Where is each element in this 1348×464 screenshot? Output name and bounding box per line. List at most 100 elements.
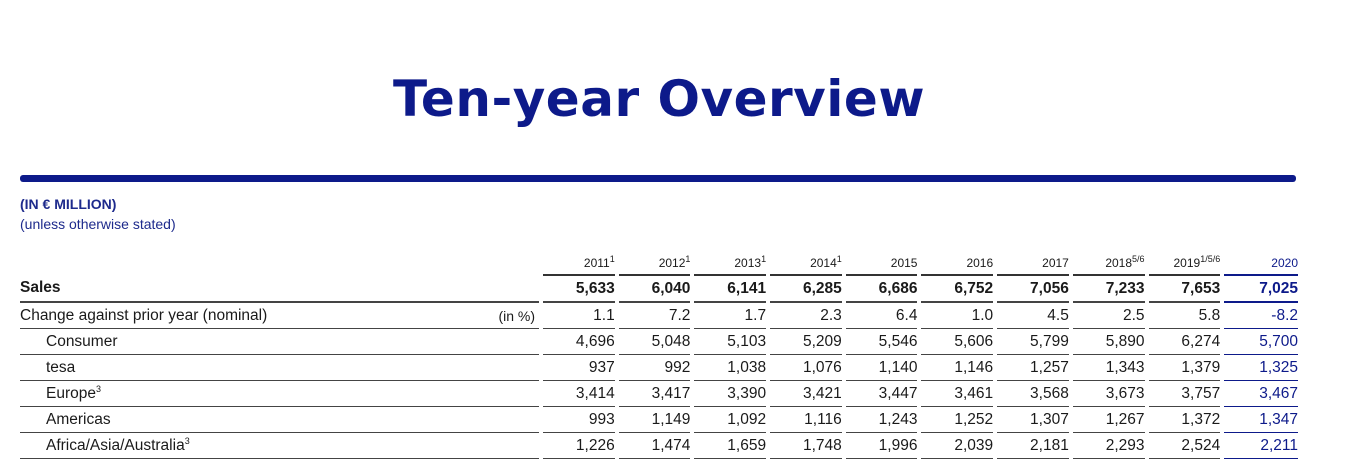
year-header: 2017: [993, 250, 1071, 276]
table-cell: 1.0: [917, 302, 996, 329]
year-header: 2015: [841, 250, 920, 276]
table-cell: 1,996: [841, 432, 920, 459]
table-cell: 2.5: [1068, 302, 1147, 329]
year-header: 20121: [614, 250, 693, 276]
table-cell: 993: [539, 406, 617, 433]
table-cell: 7,025: [1220, 275, 1298, 303]
table-row: Africa/Asia/Australia3 1,226 1,474 1,659 1,7…: [20, 432, 1298, 459]
year-header: 20191/5/6: [1144, 250, 1223, 276]
row-unit: [465, 354, 542, 381]
row-unit: [465, 380, 542, 407]
table-cell: 2,293: [1068, 432, 1147, 459]
page-title: Ten-year Overview: [392, 70, 926, 128]
table-cell: 5,606: [917, 328, 996, 355]
table-cell: 5,700: [1220, 328, 1298, 355]
table-cell: 6,040: [614, 275, 693, 303]
table-cell: 3,390: [690, 380, 769, 407]
table-cell: 1,226: [539, 432, 617, 459]
table-cell: 2,524: [1144, 432, 1223, 459]
year-header: 20185/6: [1068, 250, 1147, 276]
unit-note: (unless otherwise stated): [20, 216, 176, 232]
table-cell: 2,181: [993, 432, 1071, 459]
table-cell: 1,474: [614, 432, 693, 459]
table-cell: 992: [614, 354, 693, 381]
table-cell: 937: [539, 354, 617, 381]
row-unit: (in %): [465, 302, 542, 329]
table-cell: 1,243: [841, 406, 920, 433]
table-cell: 3,447: [841, 380, 920, 407]
table-cell: 5,890: [1068, 328, 1147, 355]
table-cell: 1,379: [1144, 354, 1223, 381]
table-cell: 1.1: [539, 302, 617, 329]
table-cell: 1,038: [690, 354, 769, 381]
row-label: Sales: [20, 275, 466, 303]
ten-year-overview-table: 20111 20121 20131 20141 2015 2016 2017 20185/6 2…: [20, 250, 1298, 459]
row-label: Consumer: [20, 328, 466, 355]
table-cell: 6,752: [917, 275, 996, 303]
year-header: 20131: [690, 250, 769, 276]
year-header: 20141: [766, 250, 844, 276]
row-unit: [465, 432, 542, 459]
table-cell: 6,686: [841, 275, 920, 303]
header-blank: [20, 250, 465, 275]
year-header: 2020: [1220, 250, 1298, 276]
table-row: Europe3 3,414 3,417 3,390 3,421 3,447 3,461 3,5…: [20, 380, 1298, 407]
table-cell: -8.2: [1220, 302, 1298, 329]
table-row: Consumer 4,696 5,048 5,103 5,209 5,546 5,606 5,…: [20, 328, 1298, 355]
table-row: Americas 993 1,149 1,092 1,116 1,243 1,252 1,30…: [20, 406, 1298, 433]
table-cell: 5,546: [841, 328, 920, 355]
table-cell: 1,372: [1144, 406, 1223, 433]
row-label: Americas: [20, 406, 466, 433]
table-cell: 4.5: [993, 302, 1071, 329]
table-cell: 4,696: [539, 328, 617, 355]
table-cell: 1,347: [1220, 406, 1298, 433]
table-cell: 6,285: [766, 275, 844, 303]
row-label: Africa/Asia/Australia3: [20, 432, 466, 459]
unit-caption: (IN € MILLION): [20, 196, 117, 212]
table-cell: 7.2: [614, 302, 693, 329]
table-cell: 2,039: [917, 432, 996, 459]
table-cell: 1,252: [917, 406, 996, 433]
row-unit: [465, 328, 542, 355]
table-cell: 6.4: [841, 302, 920, 329]
table-cell: 5,209: [766, 328, 844, 355]
table-cell: 7,233: [1068, 275, 1147, 303]
table-cell: 5,799: [993, 328, 1071, 355]
table-cell: 1,307: [993, 406, 1071, 433]
table-cell: 1,343: [1068, 354, 1147, 381]
year-header: 20111: [539, 250, 617, 276]
table-cell: 1,116: [766, 406, 844, 433]
table-cell: 3,414: [539, 380, 617, 407]
table-cell: 3,421: [766, 380, 844, 407]
table-cell: 2.3: [766, 302, 844, 329]
table-cell: 1,325: [1220, 354, 1298, 381]
row-label: tesa: [20, 354, 466, 381]
table-cell: 3,673: [1068, 380, 1147, 407]
header-blank: [465, 250, 541, 275]
table-cell: 3,461: [917, 380, 996, 407]
table-cell: 7,056: [993, 275, 1071, 303]
row-label: Europe3: [20, 380, 466, 407]
table-cell: 1,140: [841, 354, 920, 381]
table-cell: 1,257: [993, 354, 1071, 381]
year-header-row: 20111 20121 20131 20141 2015 2016 2017 20185/6 2…: [20, 250, 1298, 276]
year-header: 2016: [917, 250, 996, 276]
table-cell: 3,757: [1144, 380, 1223, 407]
table-cell: 5,633: [539, 275, 617, 303]
table-cell: 1.7: [690, 302, 769, 329]
table-cell: 1,076: [766, 354, 844, 381]
table-cell: 5.8: [1144, 302, 1223, 329]
row-unit: [465, 275, 542, 303]
table-cell: 1,146: [917, 354, 996, 381]
row-unit: [465, 406, 542, 433]
table-cell: 1,267: [1068, 406, 1147, 433]
table-cell: 1,748: [766, 432, 844, 459]
table-cell: 3,568: [993, 380, 1071, 407]
table-row: Sales 5,633 6,040 6,141 6,285 6,686 6,752 7,056…: [20, 275, 1298, 303]
title-divider: [20, 175, 1296, 182]
table-cell: 6,141: [690, 275, 769, 303]
table-cell: 2,211: [1220, 432, 1298, 459]
table-cell: 5,048: [614, 328, 693, 355]
table-cell: 1,659: [690, 432, 769, 459]
table-row: tesa 937 992 1,038 1,076 1,140 1,146 1,257 1,343…: [20, 354, 1298, 381]
